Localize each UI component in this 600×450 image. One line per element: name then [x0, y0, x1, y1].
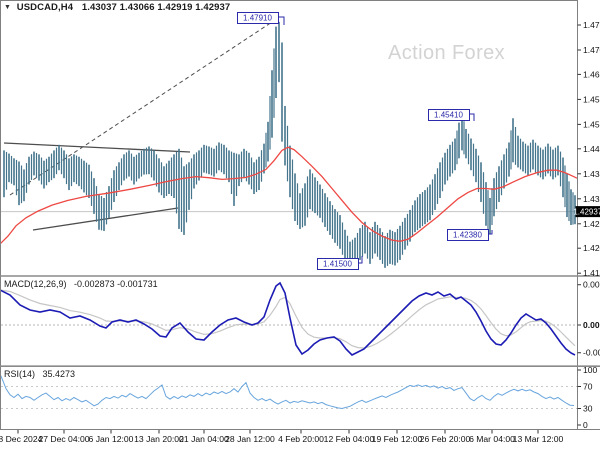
macd-pane-label: MACD(12,26,9) -0.002873 -0.001731 — [4, 279, 158, 289]
price-tag-box[interactable] — [428, 109, 470, 121]
macd-indicator-values: -0.002873 -0.001731 — [74, 279, 158, 289]
price-axis[interactable]: 1.47640 1.47010 1.46395 1.45765 1.45135 1.445… — [577, 20, 600, 430]
price-annotations: 1.47910 1.45410 1.42380 1.41500 — [237, 12, 493, 270]
current-price-box: 1.42937 — [573, 206, 600, 218]
price-tag-label: 1.45410 — [434, 110, 463, 119]
ohlc-values: 1.43037 1.43066 1.42919 1.42937 — [81, 2, 231, 13]
price-tick-label: 1.45765 — [583, 94, 600, 104]
time-tick-label: 13 Jan 20:00 — [134, 434, 184, 444]
price-tag-label: 1.47910 — [243, 13, 272, 22]
price-tick-label: 1.43260 — [583, 194, 600, 204]
rsi-tick-label: 100 — [583, 365, 597, 375]
price-tick-label: 1.42015 — [583, 243, 600, 253]
trendlines — [3, 21, 273, 231]
macd-tick-label: 0.007791 — [583, 280, 600, 290]
time-tick-label: 27 Dec 04:00 — [38, 434, 89, 444]
price-tick-label: 1.46395 — [583, 69, 600, 79]
time-tick-label: 19 Feb 12:00 — [372, 434, 423, 444]
macd-indicator-name: MACD(12,26,9) — [4, 279, 67, 289]
price-tag-box[interactable] — [237, 12, 279, 24]
price-tick-label: 1.43890 — [583, 169, 600, 179]
price-tag-box[interactable] — [447, 229, 489, 241]
price-tick-label: 1.45135 — [583, 119, 600, 129]
price-tick-label: 1.47640 — [583, 20, 600, 30]
price-tick-label: 1.41385 — [583, 268, 600, 278]
rsi-indicator-name: RSI(14) — [4, 369, 36, 379]
symbol-dropdown-icon[interactable]: ▼ — [4, 4, 12, 11]
time-tick-label: 21 Jan 04:00 — [179, 434, 229, 444]
price-tick-label: 1.47010 — [583, 45, 600, 55]
rsi-pane — [1, 374, 577, 410]
candles-series — [3, 21, 576, 268]
current-price-value: 1.42937 — [573, 208, 600, 217]
price-tick-label: 1.44520 — [583, 144, 600, 154]
time-tick-label: 13 Mar 12:00 — [513, 434, 564, 444]
ma-line — [1, 146, 577, 244]
symbol-label: USDCAD,H4 — [16, 2, 74, 13]
price-tick-label: 1.42630 — [583, 219, 600, 229]
rsi-main-line — [1, 374, 575, 410]
time-tick-label: 4 Feb 20:00 — [278, 434, 324, 444]
rsi-tick-label: 30 — [583, 404, 593, 414]
time-tick-label: 18 Dec 2024 — [0, 434, 43, 444]
macd-main-line — [1, 281, 576, 356]
price-tag-label: 1.42380 — [453, 230, 482, 239]
time-tick-label: 6 Mar 04:00 — [469, 434, 515, 444]
rsi-tick-label: 70 — [583, 382, 593, 392]
rsi-indicator-value: 35.4273 — [42, 369, 76, 379]
price-tag-label: 1.41500 — [323, 259, 352, 268]
watermark: Action Forex — [388, 42, 506, 64]
time-tick-label: 12 Feb 04:00 — [324, 434, 375, 444]
macd-tick-label: 0.00 — [583, 320, 600, 330]
time-tick-label: 6 Jan 12:00 — [89, 434, 134, 444]
chart-header: ▼ USDCAD,H4 1.43037 1.43066 1.42919 1.42… — [4, 2, 230, 13]
time-tick-label: 26 Feb 20:00 — [420, 434, 471, 444]
time-tick-label: 28 Jan 12:00 — [225, 434, 275, 444]
rsi-tick-label: 0 — [583, 420, 588, 430]
price-tag-box[interactable] — [317, 258, 359, 270]
rsi-pane-label: RSI(14) 35.4273 — [4, 369, 75, 379]
macd-tick-label: -0.005367 — [583, 348, 600, 358]
macd-pane — [1, 281, 577, 356]
